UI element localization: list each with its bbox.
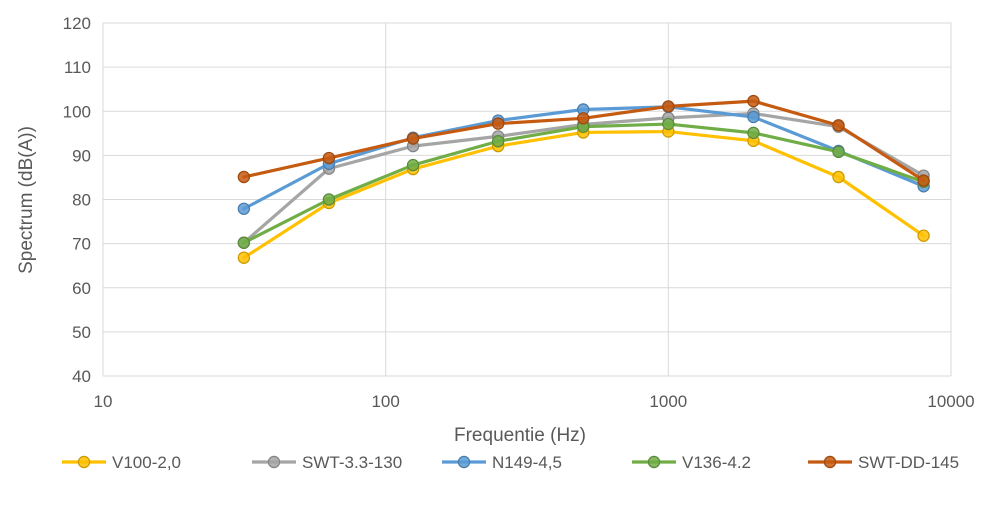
- series-lines: [237, 94, 930, 264]
- legend-label: SWT-DD-145: [858, 453, 959, 472]
- legend-item: SWT-3.3-130: [252, 453, 402, 472]
- legend-label: V136-4.2: [682, 453, 751, 472]
- y-axis-title: Spectrum (dB(A)): [16, 126, 37, 274]
- y-tick-label: 70: [72, 235, 91, 254]
- data-point: [237, 170, 251, 184]
- data-point: [832, 119, 845, 132]
- data-point: [406, 132, 420, 145]
- legend: V100-2,0 SWT-3.3-130 N149-4,5 V136-4.2 SWT-D…: [62, 453, 959, 472]
- x-axis-title: Frequentie (Hz): [454, 425, 586, 446]
- data-point: [917, 174, 930, 187]
- axes: 40 50 60 70 80 90 100 110 120 10 100 1000 10000: [63, 14, 975, 411]
- series-line: [242, 129, 926, 260]
- data-point: [832, 170, 845, 184]
- x-tick-label: 10000: [927, 392, 974, 411]
- legend-marker: [647, 455, 661, 469]
- legend-item: V136-4.2: [632, 453, 751, 472]
- x-tick-label: 100: [371, 392, 399, 411]
- data-point: [662, 100, 675, 113]
- data-point: [322, 193, 336, 206]
- data-point: [491, 117, 505, 130]
- legend-label: N149-4,5: [492, 453, 562, 472]
- y-tick-label: 50: [72, 323, 91, 342]
- y-tick-label: 60: [72, 279, 91, 298]
- legend-label: SWT-3.3-130: [302, 453, 402, 472]
- data-point: [917, 229, 930, 242]
- data-point: [832, 145, 845, 159]
- y-tick-label: 90: [72, 146, 91, 165]
- data-point: [577, 112, 590, 125]
- x-tick-label: 1000: [649, 392, 687, 411]
- data-point: [237, 251, 251, 264]
- x-tick-label: 10: [94, 392, 113, 411]
- series-SWT-DD-145: [237, 94, 930, 187]
- legend-marker: [823, 455, 837, 469]
- series-line: [242, 122, 926, 245]
- legend-item: V100-2,0: [62, 453, 181, 472]
- data-point: [491, 135, 505, 148]
- gridlines: [102, 22, 952, 377]
- data-point: [747, 126, 760, 140]
- data-point: [237, 202, 251, 215]
- data-point: [662, 117, 675, 131]
- legend-item: SWT-DD-145: [808, 453, 959, 472]
- data-point: [237, 236, 251, 249]
- legend-marker: [457, 455, 471, 469]
- y-tick-label: 100: [63, 102, 91, 121]
- legend-marker: [267, 455, 281, 469]
- legend-item: N149-4,5: [442, 453, 562, 472]
- y-tick-label: 80: [72, 191, 91, 210]
- data-point: [322, 151, 336, 165]
- legend-marker: [77, 455, 91, 469]
- data-point: [747, 94, 760, 108]
- data-point: [747, 110, 760, 124]
- y-tick-label: 40: [72, 367, 91, 386]
- y-tick-label: 110: [64, 58, 91, 77]
- y-tick-label: 120: [63, 14, 91, 33]
- legend-label: V100-2,0: [112, 453, 181, 472]
- data-point: [406, 158, 420, 172]
